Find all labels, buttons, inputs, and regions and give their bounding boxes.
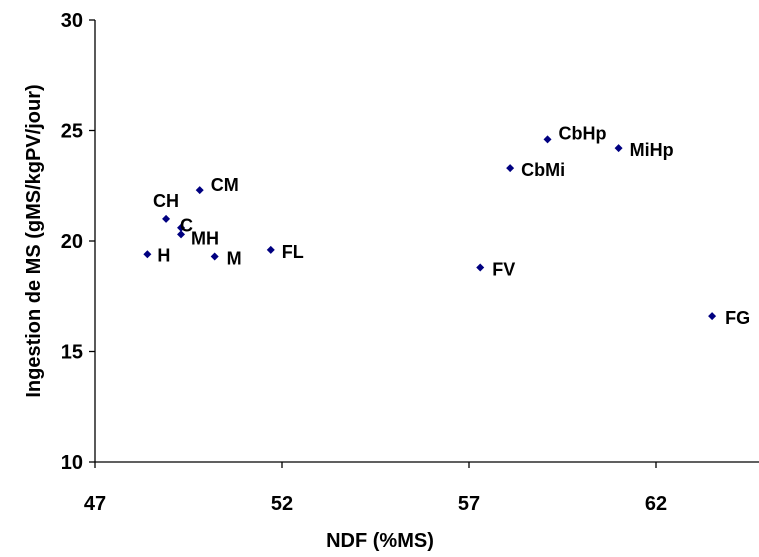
x-tick-label: 47 xyxy=(84,493,106,515)
point-label: CM xyxy=(211,175,239,195)
data-point xyxy=(177,230,186,239)
point-label: FG xyxy=(725,308,750,328)
point-label: CH xyxy=(153,191,179,211)
point-label: CbHp xyxy=(559,123,607,143)
data-point xyxy=(162,214,171,223)
x-tick-label: 52 xyxy=(271,493,293,515)
data-point xyxy=(476,263,485,272)
point-label: MiHp xyxy=(630,140,674,160)
y-axis-title: Ingestion de MS (gMS/kgPV/jour) xyxy=(23,84,45,397)
point-label: C xyxy=(180,216,193,236)
data-point xyxy=(614,144,623,153)
data-point xyxy=(506,164,515,173)
point-label: MH xyxy=(191,228,219,248)
data-point xyxy=(195,186,204,195)
y-tick-label: 15 xyxy=(61,342,83,364)
point-label: H xyxy=(157,245,170,265)
point-label: FV xyxy=(492,260,515,280)
data-point xyxy=(708,312,717,321)
y-tick-label: 10 xyxy=(61,452,83,474)
y-ticks: 10 15 20 25 30 xyxy=(61,10,95,474)
y-tick-label: 20 xyxy=(61,231,83,253)
point-label: CbMi xyxy=(521,160,565,180)
x-tick-label: 57 xyxy=(458,493,480,515)
x-ticks: 47 52 57 62 xyxy=(84,462,667,515)
data-point xyxy=(143,250,152,259)
data-point xyxy=(177,223,186,232)
y-tick-label: 30 xyxy=(61,10,83,32)
point-label: FL xyxy=(282,242,304,262)
y-tick-label: 25 xyxy=(61,121,83,143)
point-label: M xyxy=(227,248,242,268)
x-axis-title: NDF (%MS) xyxy=(326,530,434,552)
data-point xyxy=(543,135,552,144)
data-point xyxy=(266,245,275,254)
data-point xyxy=(210,252,219,261)
x-tick-label: 62 xyxy=(645,493,667,515)
